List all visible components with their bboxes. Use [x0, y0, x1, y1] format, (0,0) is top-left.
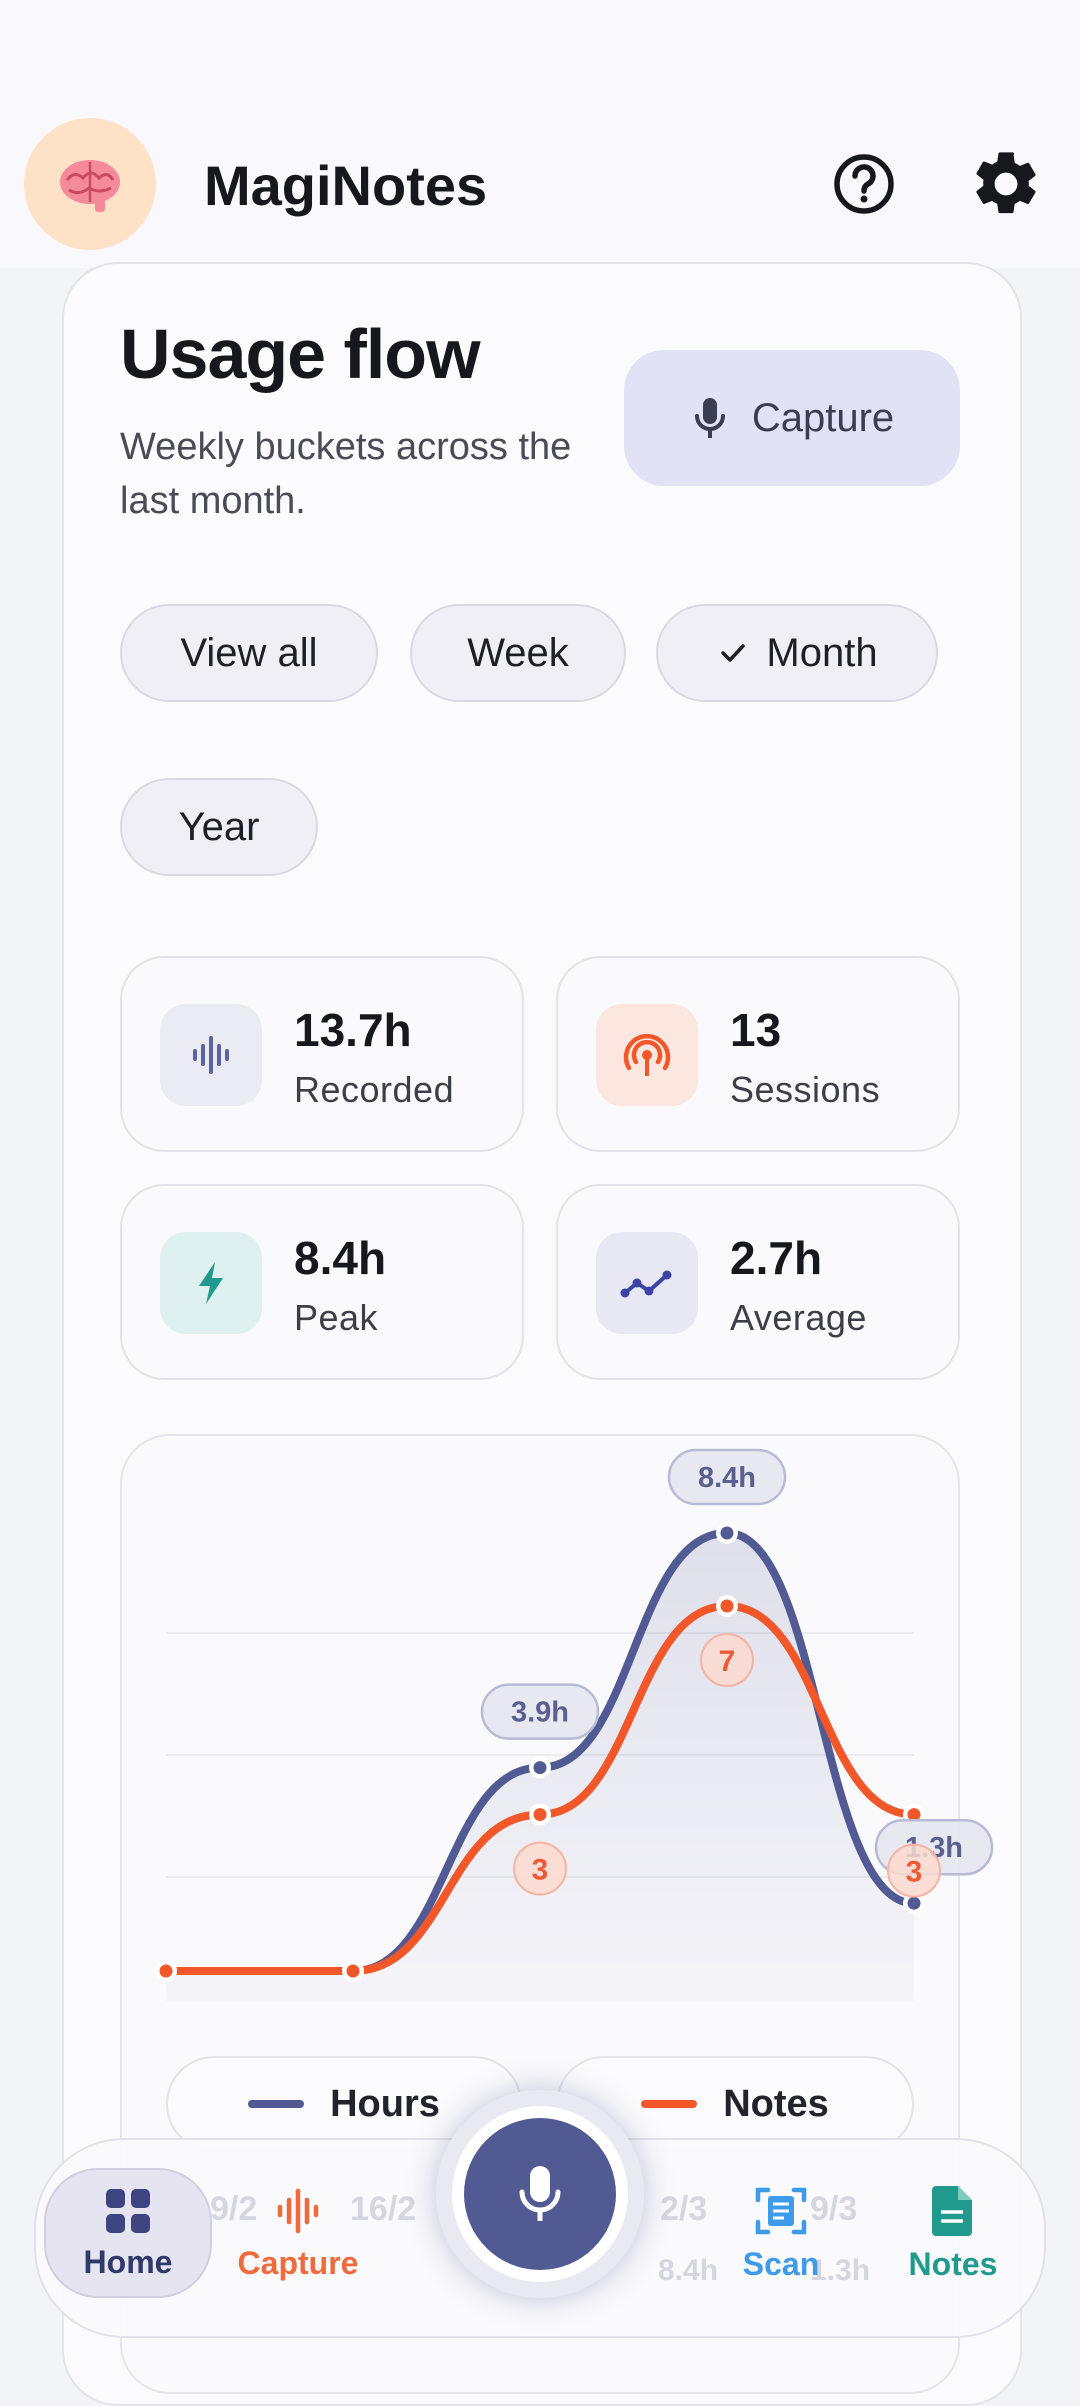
- chip-label: Week: [467, 630, 569, 675]
- filter-chip-year[interactable]: Year: [120, 778, 318, 876]
- filter-chip-week[interactable]: Week: [410, 604, 626, 702]
- help-icon[interactable]: [826, 146, 902, 222]
- filter-chip-view-all[interactable]: View all: [120, 604, 378, 702]
- app-title: MagiNotes: [204, 154, 488, 217]
- check-icon: [721, 644, 746, 662]
- data-point-notes: [159, 1964, 173, 1978]
- series-line-notes: [162, 1601, 918, 1976]
- hours-point-label: 3.9h: [511, 1697, 569, 1729]
- record-fab-ring: [452, 2106, 628, 2282]
- data-point-notes: [533, 1808, 547, 1822]
- nav-label: Notes: [908, 2245, 998, 2282]
- data-point-hours: [533, 1761, 547, 1775]
- data-point-hours: [720, 1526, 734, 1540]
- data-point-notes: [720, 1599, 734, 1613]
- stat-label: Peak: [294, 1297, 379, 1338]
- notes-point-label-bg: [513, 1841, 567, 1896]
- ghost-date: 9/3: [810, 2190, 858, 2228]
- stat-recorded: 13.7h Recorded: [120, 956, 524, 1152]
- capture-button[interactable]: Capture: [624, 350, 960, 486]
- stat-value: 2.7h: [730, 1232, 823, 1284]
- stat-label: Recorded: [294, 1069, 455, 1110]
- stat-value: 13: [730, 1004, 782, 1056]
- hours-point-label: 8.4h: [698, 1462, 756, 1494]
- legend-swatch-hours: [248, 2100, 305, 2108]
- hours-point-label-bg: [480, 1683, 600, 1740]
- stat-value: 8.4h: [294, 1232, 387, 1284]
- waveform-icon: [160, 1004, 262, 1106]
- legend-label: Notes: [723, 2082, 829, 2125]
- data-point-notes: [907, 1808, 921, 1822]
- brain-icon[interactable]: [24, 118, 156, 250]
- waveform-icon: [277, 2188, 319, 2233]
- data-point-hours: [907, 1896, 921, 1910]
- stat-sessions: 13 Sessions: [556, 956, 960, 1152]
- ghost-value: 1.3h: [810, 2254, 871, 2287]
- gear-icon[interactable]: [968, 146, 1044, 222]
- hours-point-label-bg: [667, 1448, 787, 1506]
- scan-icon: [755, 2187, 807, 2234]
- notes-point-label-bg: [700, 1633, 754, 1687]
- nav-notes[interactable]: Notes: [900, 2168, 1006, 2298]
- microphone-icon: [694, 398, 725, 438]
- record-fab[interactable]: [436, 2090, 644, 2298]
- stat-value: 13.7h: [294, 1004, 412, 1056]
- chip-label: View all: [180, 630, 318, 675]
- nav-label: Capture: [237, 2244, 359, 2281]
- broadcast-icon: [596, 1004, 698, 1106]
- record-fab-core: [464, 2118, 616, 2270]
- nav-label: Home: [83, 2243, 173, 2280]
- microphone-icon: [519, 2166, 561, 2221]
- stat-label: Sessions: [730, 1069, 881, 1110]
- ghost-date: 16/2: [350, 2190, 417, 2228]
- nav-home[interactable]: Home: [44, 2168, 212, 2298]
- capture-button-label: Capture: [751, 395, 895, 440]
- section-title: Usage flow: [120, 315, 481, 393]
- chip-label: Month: [766, 630, 878, 675]
- ghost-date: 9/2: [210, 2190, 258, 2228]
- legend-label: Hours: [330, 2082, 440, 2125]
- ghost-date: 2/3: [660, 2190, 708, 2228]
- bolt-icon: [160, 1232, 262, 1334]
- notes-point-label: 3: [532, 1854, 549, 1887]
- nav-capture[interactable]: Capture: [230, 2168, 366, 2298]
- app-bar: [0, 0, 1080, 268]
- nav-scan[interactable]: Scan: [730, 2168, 832, 2298]
- stat-average: 2.7h Average: [556, 1184, 960, 1380]
- notes-point-label-bg: [887, 1843, 941, 1898]
- section-subtitle: Weekly buckets across the last month.: [120, 426, 572, 522]
- grid-icon: [106, 2188, 150, 2233]
- trend-icon: [596, 1232, 698, 1334]
- data-point-notes: [346, 1964, 360, 1978]
- notes-point-label: 3: [906, 1856, 923, 1889]
- stat-label: Average: [730, 1297, 867, 1338]
- ghost-value: 8.4h: [658, 2254, 719, 2287]
- legend-swatch-notes: [641, 2100, 698, 2108]
- document-icon: [932, 2185, 972, 2236]
- nav-label: Scan: [742, 2245, 820, 2282]
- notes-point-label: 7: [719, 1645, 736, 1678]
- chip-label: Year: [178, 804, 260, 849]
- stat-peak: 8.4h Peak: [120, 1184, 524, 1380]
- filter-chip-month[interactable]: Month: [656, 604, 938, 702]
